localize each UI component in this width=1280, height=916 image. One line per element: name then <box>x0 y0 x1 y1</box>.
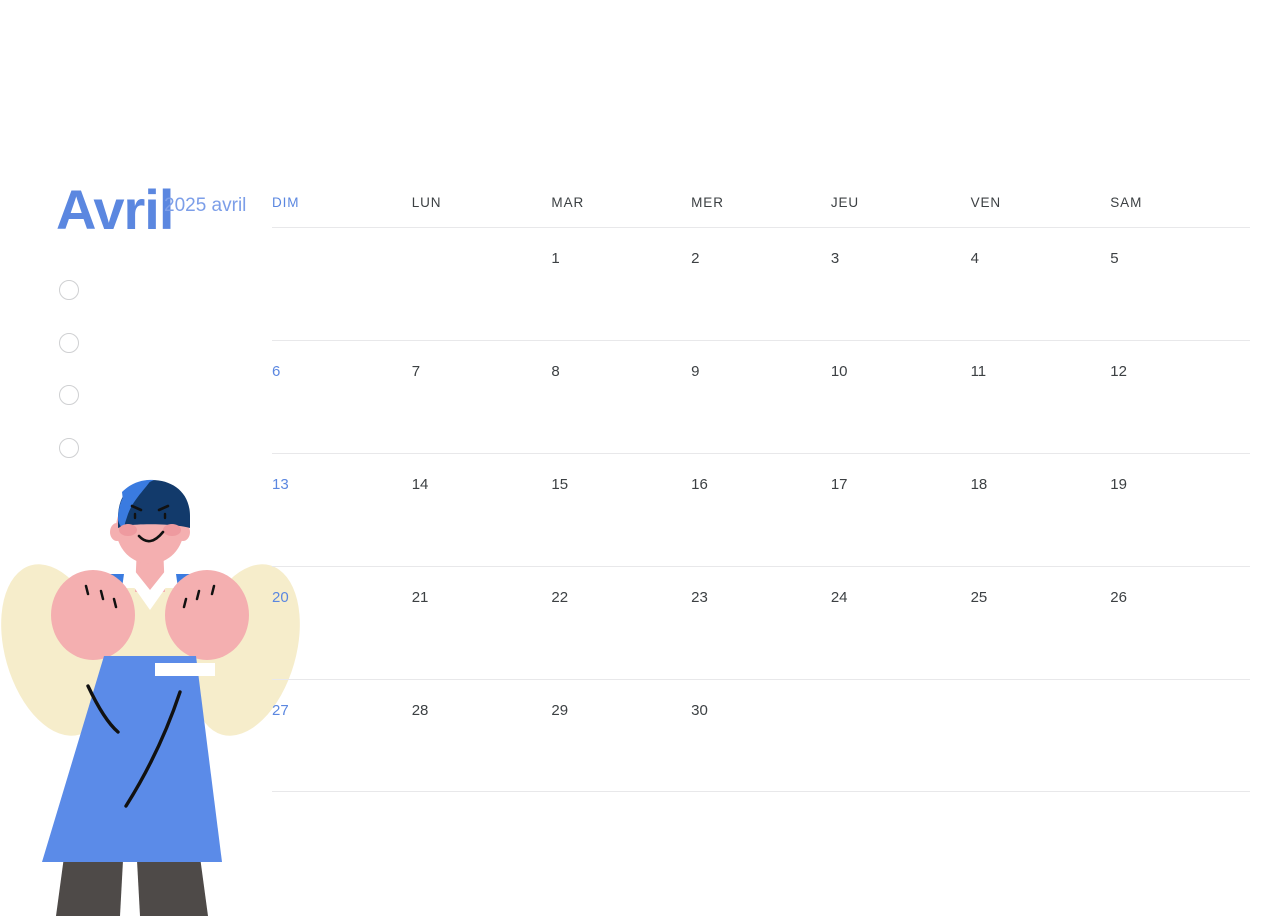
day-cell[interactable]: 13 <box>272 454 412 566</box>
day-cell[interactable]: 26 <box>1110 567 1250 679</box>
day-cell[interactable]: 1 <box>551 228 691 340</box>
weekday-sam: SAM <box>1110 195 1143 210</box>
day-number: 29 <box>551 702 569 719</box>
day-cell[interactable]: 30 <box>691 680 831 791</box>
day-cell[interactable]: 24 <box>831 567 971 679</box>
day-number: 1 <box>551 250 560 267</box>
calendar-week-row: 27 28 29 30 <box>272 679 1250 792</box>
day-cell[interactable]: 6 <box>272 341 412 453</box>
day-cell[interactable]: 10 <box>831 341 971 453</box>
day-cell[interactable]: 23 <box>691 567 831 679</box>
butcher-character-illustration <box>0 470 300 916</box>
day-number: 27 <box>272 702 289 719</box>
day-number: 21 <box>411 589 429 606</box>
day-number: 10 <box>830 363 848 380</box>
day-number: 25 <box>970 589 988 606</box>
calendar-weekday-header: DIM LUN MAR MER JEU VEN SAM <box>272 186 1250 227</box>
day-cell[interactable]: 17 <box>831 454 971 566</box>
calendar-grid: DIM LUN MAR MER JEU VEN SAM 1 2 3 4 5 6 … <box>272 186 1250 792</box>
day-number: 19 <box>1110 476 1127 493</box>
day-cell[interactable]: 28 <box>412 680 552 791</box>
page-title: Avril <box>56 178 174 241</box>
day-cell[interactable]: 3 <box>831 228 971 340</box>
weekday-dim: DIM <box>272 195 300 210</box>
day-number: 23 <box>691 589 708 606</box>
weekday-lun: LUN <box>411 195 442 210</box>
day-cell[interactable] <box>1110 680 1250 791</box>
day-cell[interactable]: 25 <box>971 567 1111 679</box>
day-number: 3 <box>830 250 840 267</box>
day-number: 5 <box>1110 250 1119 267</box>
day-number: 15 <box>551 476 569 493</box>
day-cell[interactable]: 9 <box>691 341 831 453</box>
day-cell[interactable]: 18 <box>971 454 1111 566</box>
day-number: 7 <box>411 363 421 380</box>
day-cell[interactable] <box>831 680 971 791</box>
day-number: 9 <box>691 363 700 380</box>
day-cell[interactable]: 29 <box>551 680 691 791</box>
day-number: 13 <box>272 476 289 493</box>
calendar-week-row: 13 14 15 16 17 18 19 <box>272 453 1250 566</box>
day-cell[interactable]: 16 <box>691 454 831 566</box>
day-number: 6 <box>272 363 281 380</box>
day-number: 12 <box>1110 363 1127 380</box>
day-cell[interactable]: 20 <box>272 567 412 679</box>
left-panel: Avril 2025 avril <box>0 0 300 916</box>
calendar-week-row: 1 2 3 4 5 <box>272 227 1250 340</box>
day-number: 20 <box>272 589 289 606</box>
month-subtitle: 2025 avril <box>164 195 247 216</box>
day-number: 16 <box>691 476 708 493</box>
calendar-week-row: 6 7 8 9 10 11 12 <box>272 340 1250 453</box>
day-number: 30 <box>691 702 708 719</box>
day-cell[interactable]: 4 <box>971 228 1111 340</box>
day-cell[interactable]: 12 <box>1110 341 1250 453</box>
day-cell[interactable] <box>272 228 412 340</box>
note-marker-list <box>59 280 99 490</box>
weekday-ven: VEN <box>970 195 1002 210</box>
calendar-week-row: 20 21 22 23 24 25 26 <box>272 566 1250 679</box>
note-marker-1[interactable] <box>59 280 79 300</box>
day-cell[interactable]: 5 <box>1110 228 1250 340</box>
day-number: 24 <box>830 589 848 606</box>
weekday-mer: MER <box>691 195 724 210</box>
day-number: 22 <box>551 589 569 606</box>
day-number: 17 <box>830 476 848 493</box>
day-cell[interactable]: 8 <box>551 341 691 453</box>
day-cell[interactable]: 19 <box>1110 454 1250 566</box>
weekday-mar: MAR <box>551 195 585 210</box>
day-cell[interactable] <box>412 228 552 340</box>
day-cell[interactable]: 7 <box>412 341 552 453</box>
day-cell[interactable]: 14 <box>412 454 552 566</box>
day-cell[interactable] <box>971 680 1111 791</box>
day-number: 26 <box>1110 589 1127 606</box>
day-number: 11 <box>970 363 987 380</box>
note-marker-2[interactable] <box>59 332 79 353</box>
note-marker-4[interactable] <box>59 437 79 458</box>
day-cell[interactable]: 11 <box>971 341 1111 453</box>
day-number: 28 <box>411 702 429 719</box>
day-cell[interactable]: 27 <box>272 680 412 791</box>
day-number: 18 <box>970 476 988 493</box>
day-cell[interactable]: 2 <box>691 228 831 340</box>
note-marker-3[interactable] <box>59 385 79 405</box>
day-number: 4 <box>970 250 979 267</box>
weekday-jeu: JEU <box>830 195 860 210</box>
day-cell[interactable]: 21 <box>412 567 552 679</box>
day-cell[interactable]: 15 <box>551 454 691 566</box>
day-number: 8 <box>551 363 560 380</box>
day-number: 2 <box>691 250 700 267</box>
day-cell[interactable]: 22 <box>551 567 691 679</box>
day-number: 14 <box>411 476 429 493</box>
